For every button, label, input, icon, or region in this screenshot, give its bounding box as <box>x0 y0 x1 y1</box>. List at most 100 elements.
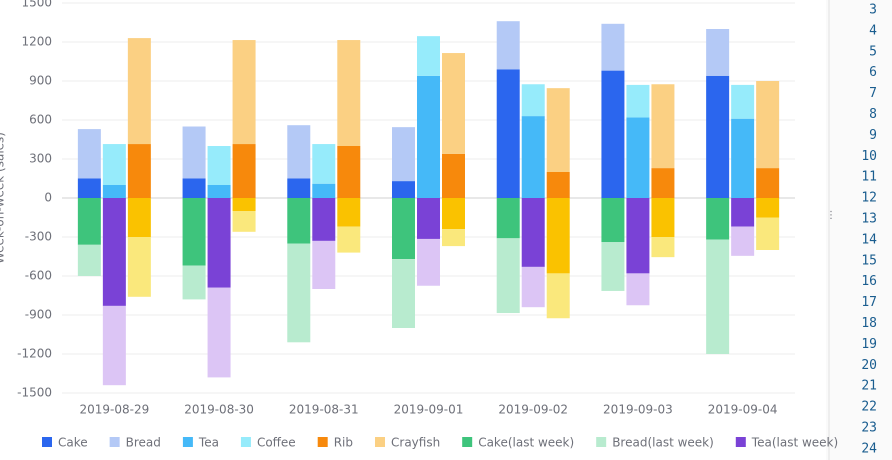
legend-label: Crayfish <box>391 436 440 450</box>
bar <box>417 36 440 76</box>
bar <box>337 198 361 227</box>
bar <box>442 153 465 198</box>
bar <box>442 53 465 154</box>
bar <box>756 217 780 250</box>
line-number: 4 <box>869 23 877 38</box>
bar <box>392 181 415 198</box>
bar <box>496 21 520 70</box>
bar <box>731 84 755 119</box>
drag-handle[interactable]: ⋮ <box>826 210 836 221</box>
line-number: 20 <box>861 358 877 373</box>
bar <box>312 198 336 241</box>
bar <box>207 198 231 288</box>
bar <box>77 178 101 198</box>
editor-gutter <box>826 0 892 460</box>
bar <box>651 84 675 169</box>
bar <box>442 229 465 247</box>
bar <box>77 129 101 179</box>
line-number: 11 <box>861 170 877 185</box>
bar <box>182 265 206 300</box>
legend-swatch <box>317 437 328 447</box>
bar <box>287 125 311 179</box>
bar <box>496 69 520 198</box>
y-tick-label: 0 <box>44 191 52 205</box>
bar <box>546 88 570 172</box>
bar <box>337 40 361 146</box>
bar <box>287 178 311 198</box>
line-number: 3 <box>869 3 877 18</box>
line-number: 14 <box>861 232 877 247</box>
bar <box>417 75 440 198</box>
bar <box>651 237 675 258</box>
bar <box>756 198 780 218</box>
bar <box>207 287 231 378</box>
y-tick-label: 600 <box>29 113 52 127</box>
bar <box>601 198 625 243</box>
bar <box>127 144 151 198</box>
bar <box>127 198 151 237</box>
bar <box>496 238 520 314</box>
bar <box>626 84 650 118</box>
bar <box>102 185 126 198</box>
bar <box>287 198 311 244</box>
line-number: 5 <box>869 44 877 59</box>
bar <box>207 146 231 185</box>
bar <box>706 239 730 354</box>
legend-label: Rib <box>334 436 353 450</box>
legend-label: Tea(last week) <box>751 436 838 450</box>
legend-swatch <box>240 437 251 447</box>
bar <box>392 127 415 182</box>
bar <box>626 198 650 274</box>
bar <box>756 168 780 198</box>
line-number: 13 <box>861 212 877 227</box>
line-number: 12 <box>861 191 877 206</box>
bar <box>102 305 126 386</box>
line-number: 6 <box>869 65 877 80</box>
y-tick-label: 900 <box>29 74 52 88</box>
bar <box>77 198 101 245</box>
bar <box>731 198 755 227</box>
legend-label: Cake <box>58 436 88 450</box>
bar <box>232 198 256 211</box>
bar <box>546 172 570 198</box>
legend-label: Cake(last week) <box>478 436 574 450</box>
x-tick-label: 2019-09-01 <box>394 403 464 417</box>
legend-swatch <box>375 437 385 447</box>
bar <box>442 198 465 230</box>
bar <box>182 198 206 266</box>
legend-swatch <box>735 437 746 447</box>
bar <box>731 118 755 198</box>
bar <box>312 183 336 198</box>
bar <box>706 75 730 198</box>
line-number: 15 <box>861 253 877 268</box>
bar <box>232 40 256 145</box>
bar <box>546 273 570 319</box>
x-tick-label: 2019-08-29 <box>79 403 149 417</box>
legend-label: Coffee <box>257 436 296 450</box>
bar <box>232 211 256 232</box>
y-tick-label: 300 <box>29 152 52 166</box>
bar <box>626 273 650 306</box>
legend-label: Bread <box>126 436 161 450</box>
bar <box>312 240 336 289</box>
y-tick-label: 1200 <box>21 35 52 49</box>
bar <box>417 238 440 286</box>
bar <box>102 144 126 185</box>
line-number: 21 <box>861 379 877 394</box>
bar <box>706 198 730 240</box>
bar <box>337 146 361 198</box>
bar <box>521 198 545 267</box>
y-tick-label: -1200 <box>17 347 52 361</box>
bar <box>392 198 415 260</box>
bar <box>127 38 151 145</box>
legend-swatch <box>109 437 120 447</box>
y-axis-label: Week-on-week (sales) <box>0 132 7 264</box>
bar <box>337 226 361 253</box>
bar <box>392 259 415 328</box>
bar <box>521 266 545 308</box>
y-tick-label: -300 <box>25 230 52 244</box>
bar <box>182 126 206 179</box>
bar <box>651 168 675 198</box>
